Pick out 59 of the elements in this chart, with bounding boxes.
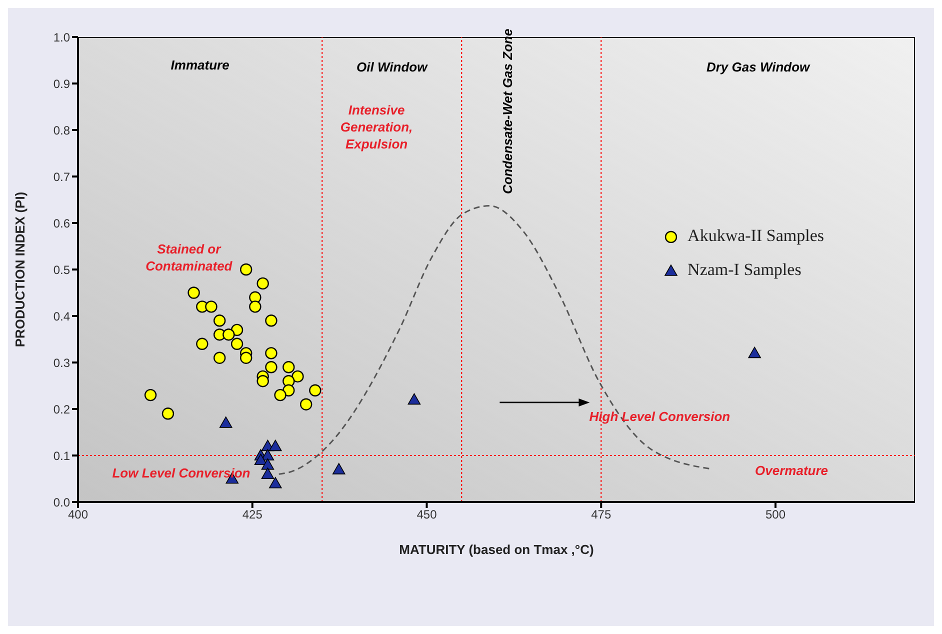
x-tick-label: 400 xyxy=(68,508,88,522)
legend-label: Nzam-I Samples xyxy=(688,260,802,280)
point xyxy=(188,286,200,299)
point xyxy=(268,440,282,452)
point xyxy=(309,384,322,396)
legend-label: Akukwa-II Samples xyxy=(688,226,824,246)
point xyxy=(256,277,269,290)
point xyxy=(282,361,295,374)
point xyxy=(219,416,232,428)
x-tick-label: 500 xyxy=(765,508,786,522)
point xyxy=(265,314,278,327)
point xyxy=(230,338,244,350)
point xyxy=(261,458,274,470)
annotation: High Level Conversion xyxy=(589,408,730,424)
y-tick-label: 1.0 xyxy=(53,30,70,44)
point xyxy=(249,300,262,313)
y-tick-label: 0.8 xyxy=(53,123,70,138)
point xyxy=(240,263,252,276)
annotation: Oil Window xyxy=(356,60,428,75)
point xyxy=(205,300,218,313)
point xyxy=(292,370,304,383)
point xyxy=(213,314,226,327)
y-tick-label: 0.4 xyxy=(53,309,70,324)
y-axis-title: PRODUCTION INDEX (PI) xyxy=(12,192,28,348)
annotation: Overmature xyxy=(755,462,828,478)
point xyxy=(274,388,286,402)
annotation: Dry Gas Window xyxy=(706,60,811,75)
point xyxy=(196,338,208,350)
x-axis-title: MATURITY (based on Tmax ,°C) xyxy=(399,542,594,557)
y-tick-label: 0.9 xyxy=(53,76,70,91)
point xyxy=(332,463,346,474)
annotation: Low Level Conversion xyxy=(112,466,250,481)
annotation: Intensive Generation, Expulsion xyxy=(340,102,413,152)
y-tick-label: 0.3 xyxy=(53,356,70,370)
point xyxy=(268,477,282,488)
point xyxy=(162,408,174,420)
point xyxy=(256,375,269,388)
point xyxy=(261,468,274,479)
x-tick-label: 425 xyxy=(242,508,263,522)
y-tick-label: 0.2 xyxy=(53,402,70,416)
point xyxy=(748,346,761,358)
point xyxy=(144,388,157,402)
point xyxy=(300,398,312,410)
point xyxy=(254,454,268,466)
point xyxy=(408,393,421,405)
point xyxy=(222,328,235,341)
y-tick-label: 0.6 xyxy=(53,216,70,230)
y-tick-label: 0.0 xyxy=(53,495,70,510)
point xyxy=(265,361,278,374)
annotation: Stained or Contaminated xyxy=(146,241,234,274)
x-tick-label: 475 xyxy=(591,508,612,522)
y-tick-label: 0.5 xyxy=(53,262,70,277)
point xyxy=(213,352,226,364)
point xyxy=(240,352,252,364)
point xyxy=(265,347,278,360)
annotation: Immature xyxy=(170,57,230,72)
y-tick-label: 0.7 xyxy=(53,170,70,184)
y-tick-label: 0.1 xyxy=(53,448,70,463)
x-tick-label: 450 xyxy=(416,508,438,522)
